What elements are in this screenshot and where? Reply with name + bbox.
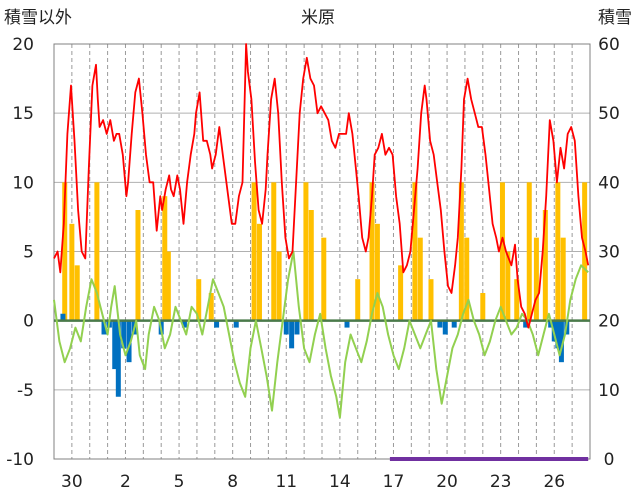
x-tick-label: 8: [227, 472, 238, 492]
snowfall-bar: [251, 182, 257, 321]
x-tick-label: 26: [543, 472, 565, 492]
snowfall-bar: [374, 223, 380, 321]
right-tick-label: 50: [598, 104, 620, 124]
snowfall-bar: [308, 210, 314, 321]
x-tick-label: 20: [436, 472, 458, 492]
snowfall-bar: [526, 182, 532, 321]
dewpoint-line: [53, 250, 589, 419]
snowfall-bar: [412, 182, 418, 321]
snowfall-bar: [62, 182, 68, 321]
left-tick-label: 10: [12, 173, 34, 193]
snowfall-bar: [208, 293, 214, 321]
right-tick-label: 30: [598, 243, 620, 263]
snowfall-bar: [321, 237, 327, 321]
snowfall-bar: [355, 279, 361, 321]
precipitation-bar: [121, 320, 127, 349]
right-tick-label: 10: [598, 381, 620, 401]
x-tick-label: 5: [174, 472, 185, 492]
x-tick-label: 11: [275, 472, 297, 492]
snowfall-bar: [464, 237, 470, 321]
precipitation-bar: [115, 320, 121, 397]
precipitation-bar: [112, 320, 118, 370]
snowfall-bar: [271, 182, 277, 321]
left-tick-label: -5: [17, 381, 34, 401]
precipitation-bar: [289, 320, 295, 349]
precipitation-bar: [101, 320, 107, 335]
chart-marks: [53, 43, 590, 461]
snowfall-bar: [276, 251, 282, 321]
chart-title: 米原: [301, 8, 335, 28]
left-tick-label: 0: [23, 312, 34, 332]
snowfall-bar: [514, 279, 520, 321]
snowfall-bar: [69, 223, 75, 321]
precipitation-bar: [442, 320, 448, 335]
snowfall-bar: [196, 279, 202, 321]
precipitation-bar: [181, 320, 187, 328]
left-tick-label: 5: [23, 243, 34, 263]
precipitation-bar: [126, 320, 132, 363]
right-tick-label: 40: [598, 173, 620, 193]
snowfall-bar: [555, 182, 561, 321]
x-tick-label: 23: [490, 472, 512, 492]
snowfall-bar: [542, 210, 548, 321]
snowfall-bar: [499, 182, 505, 321]
snowfall-bar: [533, 237, 539, 321]
precipitation-bar: [283, 320, 289, 335]
snowfall-bar: [398, 265, 404, 321]
snowfall-bar: [417, 237, 423, 321]
snowfall-bar: [369, 182, 375, 321]
left-tick-label: -10: [6, 450, 34, 470]
plot-area-frame: [53, 43, 591, 460]
left-tick-label: 20: [12, 35, 34, 55]
snowfall-bar: [505, 251, 511, 321]
precipitation-bar: [523, 320, 529, 328]
left-tick-label: 15: [12, 104, 34, 124]
snowfall-bar: [428, 279, 434, 321]
x-tick-label: 2: [120, 472, 131, 492]
precipitation-bar: [294, 320, 300, 335]
precipitation-bar: [558, 320, 564, 363]
x-tick-label: 30: [61, 472, 83, 492]
right-tick-label: 60: [598, 35, 620, 55]
temperature-line: [53, 43, 590, 329]
snowfall-bar: [74, 265, 80, 321]
precipitation-bar: [214, 320, 220, 328]
x-tick-label: 14: [329, 472, 351, 492]
precipitation-bar: [233, 320, 239, 328]
x-tick-label: 17: [383, 472, 405, 492]
snowfall-bar: [162, 196, 168, 321]
snowfall-bar: [480, 293, 486, 321]
precipitation-bar: [437, 320, 443, 328]
left-axis-title: 積雪以外: [4, 8, 72, 28]
snowfall-bar: [94, 182, 100, 321]
right-tick-label: 20: [598, 312, 620, 332]
precipitation-bar: [344, 320, 350, 328]
precipitation-bar: [451, 320, 457, 328]
snowfall-bar: [135, 210, 141, 321]
snowfall-bar: [458, 182, 464, 321]
precipitation-bar: [60, 313, 66, 321]
grid-lines: [54, 44, 590, 459]
snowfall-bar: [256, 223, 262, 321]
snowfall-bar: [560, 237, 566, 321]
snowfall-bar: [165, 251, 171, 321]
snowfall-bar: [303, 182, 309, 321]
right-axis-title: 積雪: [598, 8, 632, 28]
precipitation-bar: [555, 320, 561, 349]
right-tick-label: 0: [604, 450, 615, 470]
